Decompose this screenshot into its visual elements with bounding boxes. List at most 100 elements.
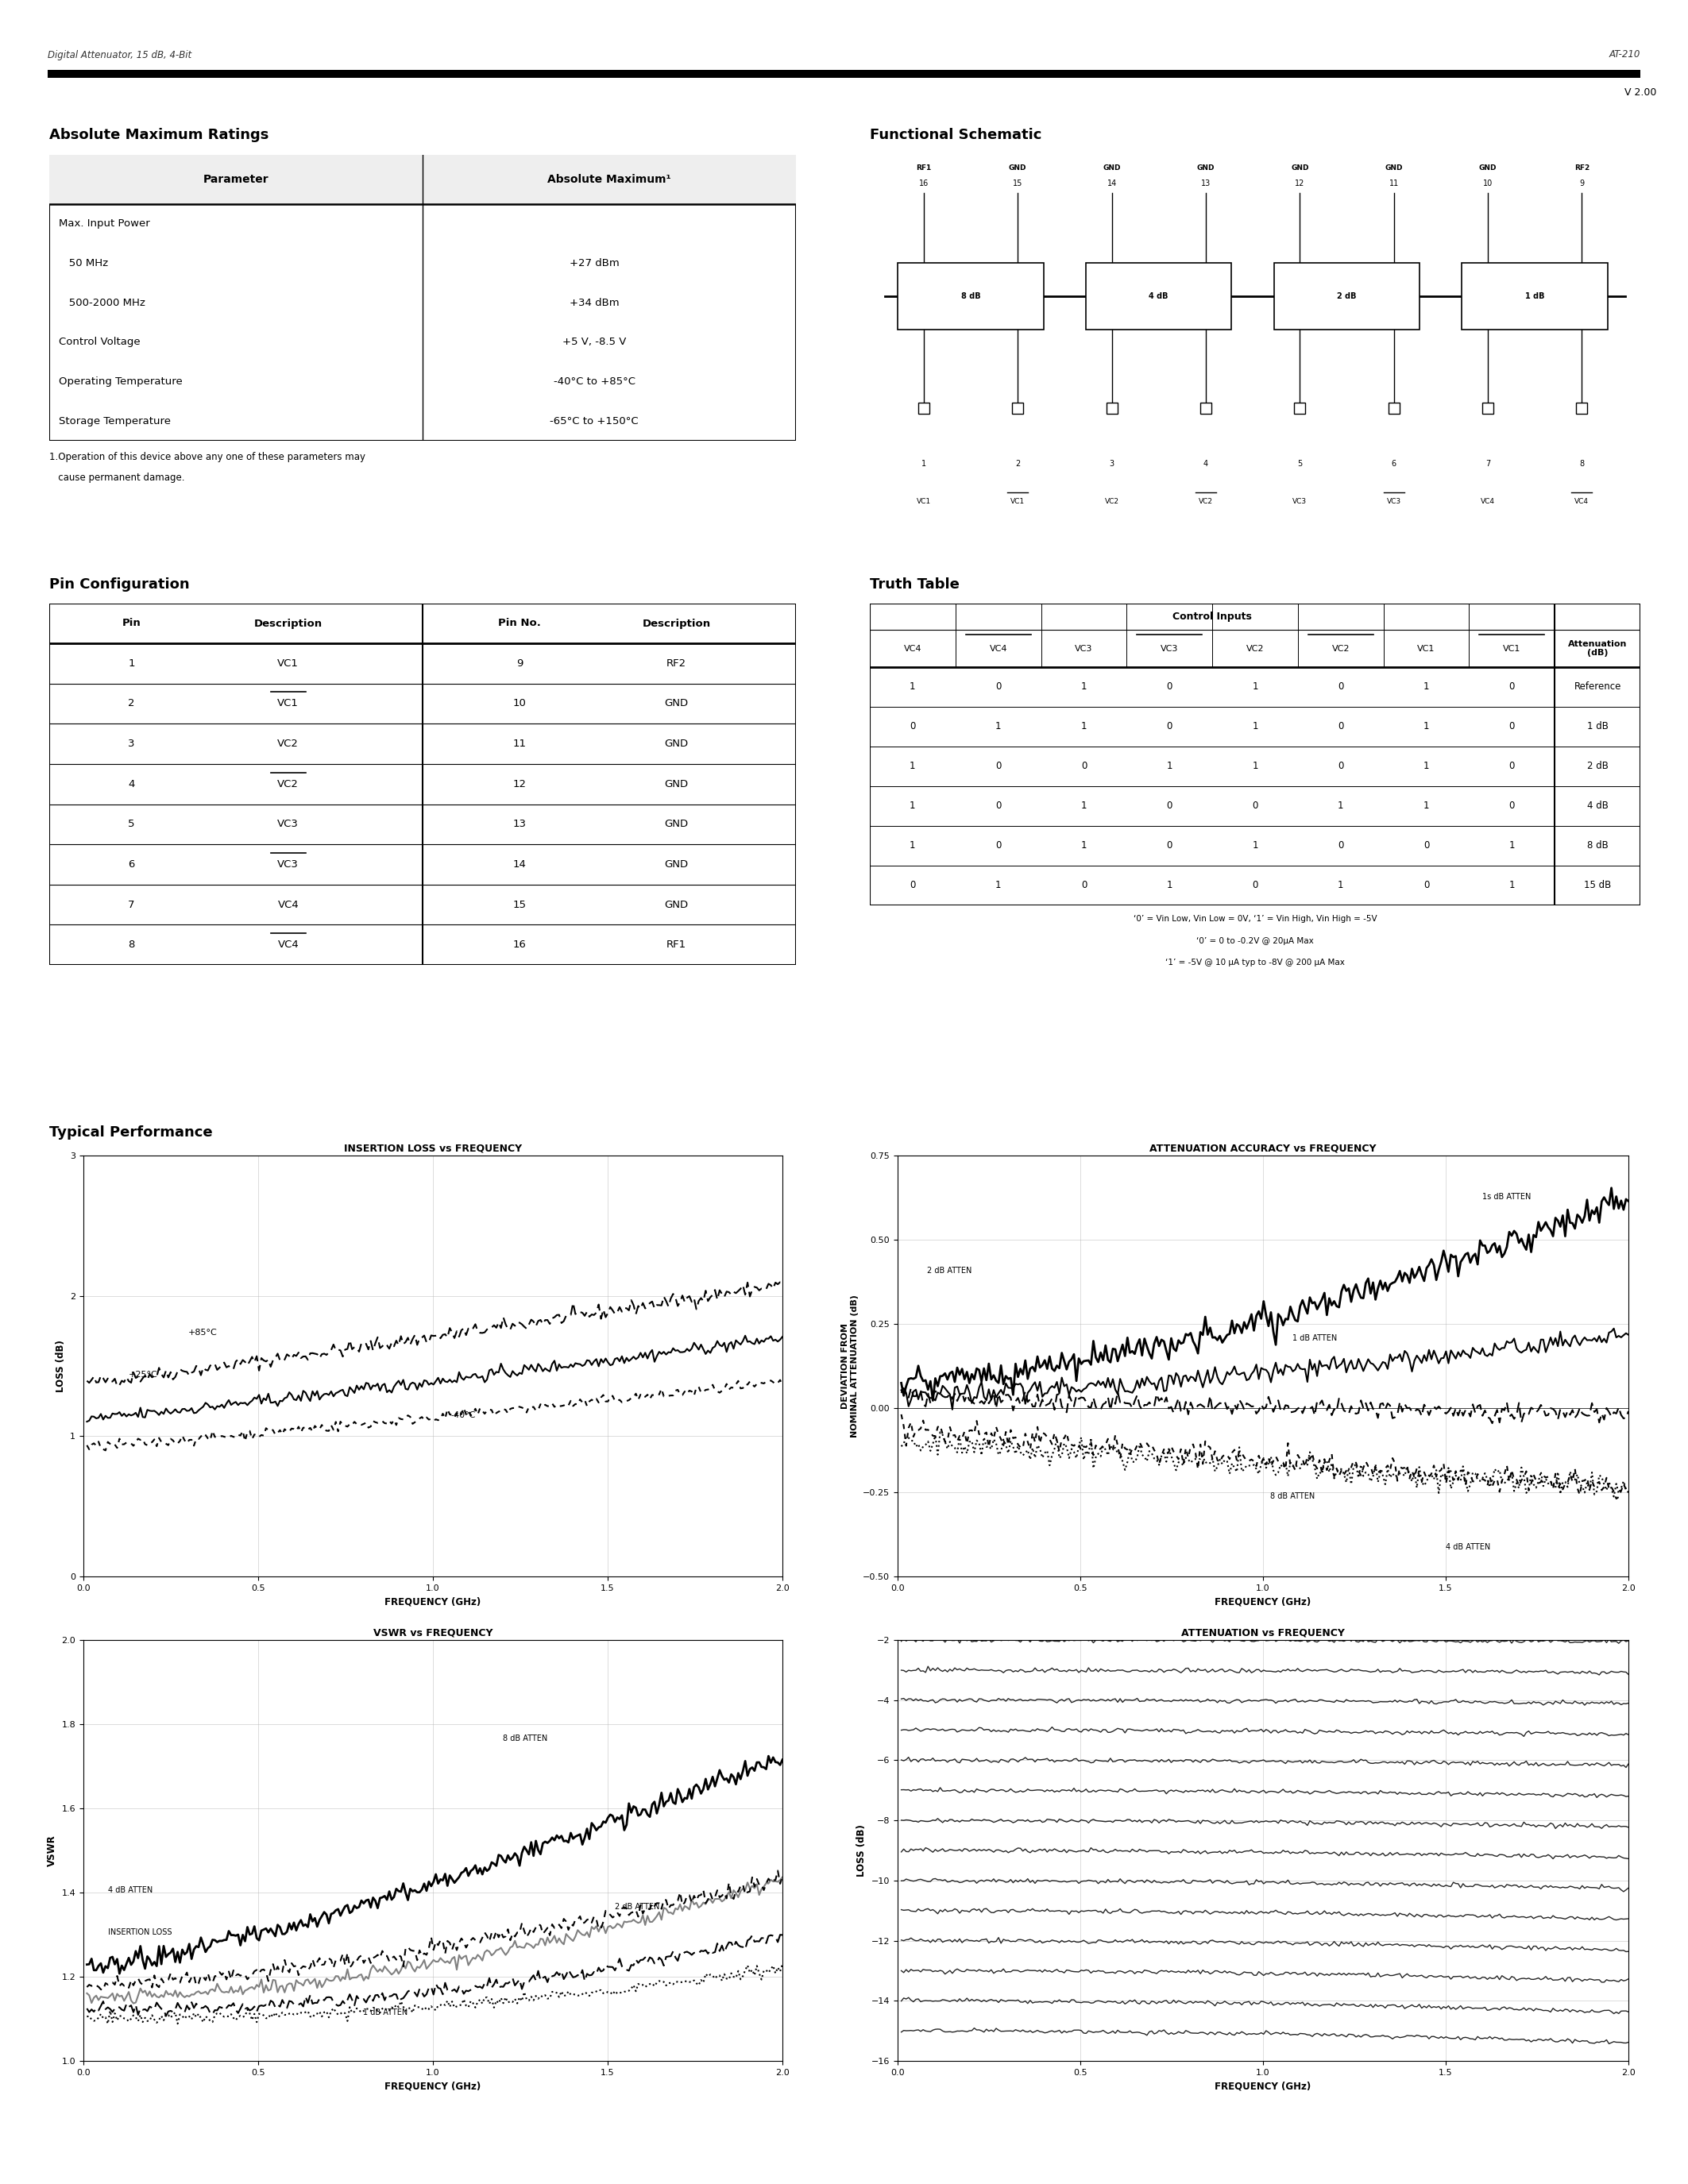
Text: 1: 1 — [1423, 762, 1430, 771]
Text: 0: 0 — [1509, 721, 1514, 732]
Text: 0: 0 — [996, 762, 1001, 771]
Text: 1: 1 — [1423, 681, 1430, 692]
Text: 1.Operation of this device above any one of these parameters may: 1.Operation of this device above any one… — [49, 452, 365, 463]
Text: +34 dBm: +34 dBm — [569, 297, 619, 308]
Text: Parameter: Parameter — [203, 175, 268, 186]
Text: 8: 8 — [128, 939, 135, 950]
Text: 0: 0 — [1423, 880, 1430, 891]
Text: Control Inputs: Control Inputs — [1173, 612, 1252, 622]
Bar — [49, 155, 797, 203]
Text: VC2: VC2 — [277, 780, 299, 788]
Text: +5 V, -8.5 V: +5 V, -8.5 V — [562, 336, 626, 347]
Text: ‘0’ = Vin Low, Vin Low = 0V, ‘1’ = Vin High, Vin High = -5V: ‘0’ = Vin Low, Vin Low = 0V, ‘1’ = Vin H… — [1133, 915, 1377, 924]
Text: INSERTION LOSS: INSERTION LOSS — [108, 1928, 172, 1937]
Text: GND: GND — [665, 699, 689, 710]
Text: 8: 8 — [1580, 459, 1585, 467]
Text: 4: 4 — [1204, 459, 1209, 467]
Y-axis label: DEVIATION FROM
NOMINAL ATTENUATION (dB): DEVIATION FROM NOMINAL ATTENUATION (dB) — [841, 1295, 859, 1437]
Text: 11: 11 — [1389, 179, 1399, 188]
Text: Description: Description — [641, 618, 711, 629]
Text: VC2: VC2 — [277, 738, 299, 749]
Text: VC1: VC1 — [277, 699, 299, 710]
Text: VC3: VC3 — [277, 858, 299, 869]
Text: 1 dB ATTEN: 1 dB ATTEN — [363, 2009, 408, 2016]
X-axis label: FREQUENCY (GHz): FREQUENCY (GHz) — [1215, 2081, 1312, 2092]
Bar — [918, 404, 930, 415]
Text: GND: GND — [665, 780, 689, 788]
Text: 9: 9 — [517, 657, 523, 668]
Text: 5: 5 — [1298, 459, 1301, 467]
Text: VC3: VC3 — [277, 819, 299, 830]
Bar — [1577, 404, 1587, 415]
Text: Pin No.: Pin No. — [498, 618, 542, 629]
Text: 500-2000 MHz: 500-2000 MHz — [59, 297, 145, 308]
Text: 1: 1 — [1080, 681, 1087, 692]
Text: 4 dB ATTEN: 4 dB ATTEN — [108, 1887, 152, 1894]
Text: 2 dB ATTEN: 2 dB ATTEN — [927, 1267, 972, 1275]
Text: 0: 0 — [910, 721, 915, 732]
Text: +85°C: +85°C — [189, 1328, 218, 1337]
Bar — [1106, 404, 1117, 415]
Text: 1: 1 — [1080, 802, 1087, 810]
Text: Pin: Pin — [122, 618, 140, 629]
Text: cause permanent damage.: cause permanent damage. — [49, 472, 184, 483]
Text: GND: GND — [665, 858, 689, 869]
Text: 7: 7 — [128, 900, 135, 911]
Text: ‘1’ = -5V @ 10 μA typ to -8V @ 200 μA Max: ‘1’ = -5V @ 10 μA typ to -8V @ 200 μA Ma… — [1165, 959, 1345, 965]
Text: VC4: VC4 — [1575, 498, 1588, 505]
Text: 0: 0 — [910, 880, 915, 891]
Text: -40°C: -40°C — [451, 1411, 476, 1420]
Text: 10: 10 — [1484, 179, 1492, 188]
Text: 1: 1 — [1080, 841, 1087, 852]
Text: 1: 1 — [922, 459, 927, 467]
Text: 2 dB: 2 dB — [1337, 293, 1357, 299]
Text: 1: 1 — [1252, 841, 1258, 852]
Text: 13: 13 — [513, 819, 527, 830]
Title: VSWR vs FREQUENCY: VSWR vs FREQUENCY — [373, 1627, 493, 1638]
Text: 1: 1 — [1252, 721, 1258, 732]
Text: GND: GND — [1291, 164, 1308, 170]
Text: 7: 7 — [1485, 459, 1491, 467]
Text: 0: 0 — [1423, 841, 1430, 852]
Text: 1 dB: 1 dB — [1524, 293, 1545, 299]
Text: 8 dB: 8 dB — [960, 293, 981, 299]
Text: 6: 6 — [128, 858, 135, 869]
Y-axis label: LOSS (dB): LOSS (dB) — [56, 1339, 66, 1391]
Text: Attenuation
(dB): Attenuation (dB) — [1568, 640, 1627, 657]
Text: VC2: VC2 — [1104, 498, 1119, 505]
Text: 14: 14 — [513, 858, 527, 869]
Text: GND: GND — [1009, 164, 1026, 170]
Text: 2: 2 — [128, 699, 135, 710]
Text: 14: 14 — [1107, 179, 1117, 188]
Text: 0: 0 — [1339, 681, 1344, 692]
Bar — [898, 262, 1043, 330]
Bar — [1295, 404, 1305, 415]
Text: Operating Temperature: Operating Temperature — [59, 376, 182, 387]
Text: 1: 1 — [1337, 802, 1344, 810]
Text: 1 dB: 1 dB — [1587, 721, 1609, 732]
Text: 3: 3 — [128, 738, 135, 749]
Text: 1: 1 — [1252, 681, 1258, 692]
Text: 2 dB: 2 dB — [1587, 762, 1609, 771]
Text: Max. Input Power: Max. Input Power — [59, 218, 150, 229]
Text: 8 dB: 8 dB — [1587, 841, 1609, 852]
Text: RF2: RF2 — [1575, 164, 1590, 170]
Text: GND: GND — [665, 900, 689, 911]
Text: 4 dB ATTEN: 4 dB ATTEN — [1445, 1544, 1491, 1551]
Text: 0: 0 — [1509, 681, 1514, 692]
Text: 1: 1 — [1166, 762, 1173, 771]
Text: Reference: Reference — [1573, 681, 1620, 692]
Text: 1: 1 — [996, 880, 1001, 891]
Y-axis label: VSWR: VSWR — [47, 1835, 57, 1865]
Text: -65°C to +150°C: -65°C to +150°C — [550, 415, 638, 426]
Y-axis label: LOSS (dB): LOSS (dB) — [856, 1824, 868, 1876]
Text: GND: GND — [665, 738, 689, 749]
X-axis label: FREQUENCY (GHz): FREQUENCY (GHz) — [385, 2081, 481, 2092]
Text: Storage Temperature: Storage Temperature — [59, 415, 170, 426]
Title: ATTENUATION ACCURACY vs FREQUENCY: ATTENUATION ACCURACY vs FREQUENCY — [1150, 1142, 1376, 1153]
Text: 1 dB ATTEN: 1 dB ATTEN — [1293, 1334, 1337, 1343]
Text: Typical Performance: Typical Performance — [49, 1125, 213, 1140]
Text: GND: GND — [1102, 164, 1121, 170]
Text: 4: 4 — [128, 780, 135, 788]
Text: 1s dB ATTEN: 1s dB ATTEN — [1482, 1192, 1531, 1201]
